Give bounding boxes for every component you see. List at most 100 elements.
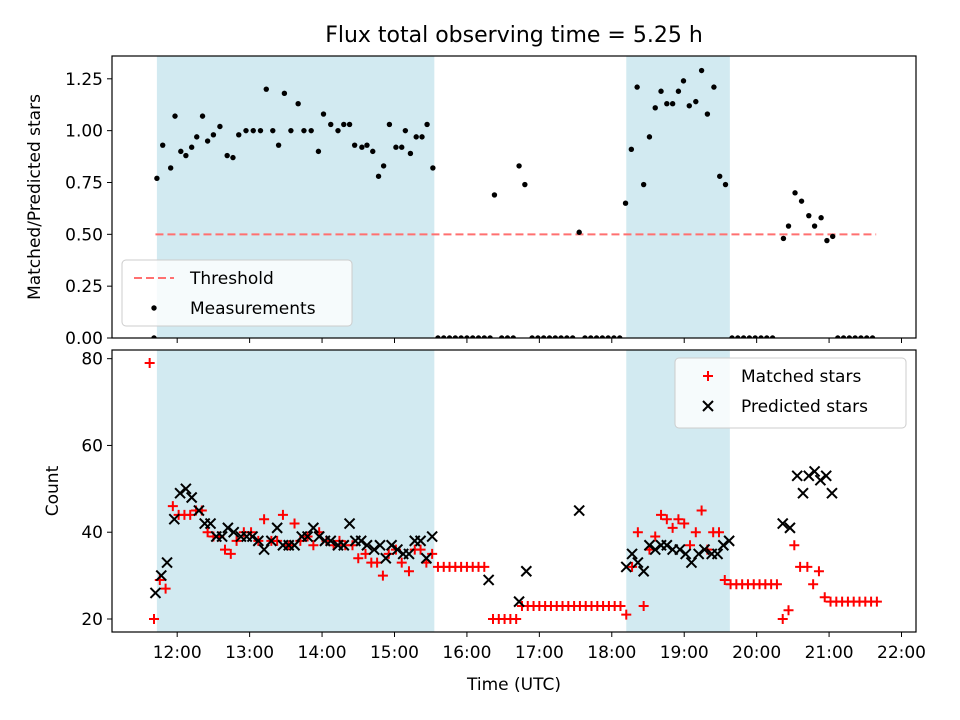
measurement-point: [301, 127, 307, 134]
measurement-point: [183, 152, 189, 159]
matched-star-point: [427, 548, 438, 559]
predicted-star-point: [307, 522, 320, 534]
matched-star-point: [259, 514, 270, 525]
matched-star-point: [638, 600, 649, 611]
matched-star-point: [479, 561, 490, 572]
measurement-point: [199, 113, 206, 119]
measurement-point: [359, 144, 365, 150]
matched-star-point: [377, 570, 388, 581]
predicted-star-point: [301, 530, 314, 543]
predicted-star-point: [361, 539, 373, 551]
measurement-point: [413, 134, 419, 140]
measurement-point: [569, 335, 576, 338]
matched-star-point: [627, 561, 638, 572]
predicted-star-point: [325, 535, 337, 547]
observing-window-2: [626, 56, 730, 338]
predicted-star-point: [808, 465, 821, 478]
x-tick-label: 17:00: [515, 643, 564, 663]
measurement-point: [458, 335, 464, 338]
predicted-star-point: [637, 565, 650, 577]
measurement-point: [217, 123, 223, 130]
predicted-star-point: [161, 556, 173, 569]
predicted-star-point: [174, 487, 186, 499]
matched-star-point: [149, 613, 160, 624]
matched-star-point: [719, 574, 730, 585]
measurement-point: [535, 335, 541, 338]
measurement-point: [328, 121, 334, 128]
measurement-point: [393, 144, 399, 150]
matched-star-point: [511, 613, 522, 624]
predicted-star-point: [685, 556, 698, 569]
predicted-star-point: [168, 513, 180, 525]
predicted-star-point: [791, 470, 803, 482]
measurement-point: [224, 152, 230, 159]
measurement-point: [295, 100, 301, 107]
measurement-point: [424, 121, 430, 128]
matched-star-point: [802, 561, 813, 572]
predicted-star-point: [520, 565, 533, 577]
predicted-star-point: [222, 522, 234, 534]
matched-star-point: [771, 579, 782, 590]
measurement-point: [270, 127, 276, 134]
predicted-star-point: [374, 539, 386, 551]
measurement-point: [475, 335, 482, 338]
predicted-star-point: [626, 548, 638, 560]
legend-label: Threshold: [189, 269, 274, 289]
measurement-point: [780, 235, 787, 242]
measurement-point: [178, 148, 184, 155]
measurement-point: [194, 134, 200, 140]
measurement-point: [824, 237, 830, 244]
y-tick-label: 0.50: [65, 225, 103, 245]
observing-window-1: [156, 350, 435, 632]
measurement-point: [640, 181, 647, 188]
legend: Threshold Measurements: [121, 259, 353, 327]
measurement-point: [622, 200, 629, 206]
predicted-star-point: [698, 543, 711, 556]
measurement-point: [230, 154, 236, 161]
measurement-point: [564, 335, 570, 338]
predicted-star-point: [674, 543, 686, 556]
plot-area: [144, 358, 882, 624]
plot-area: [151, 67, 877, 338]
measurement-point: [188, 144, 195, 150]
measurement-point: [288, 127, 294, 134]
measurement-point: [160, 142, 166, 148]
measurement-point: [236, 132, 242, 138]
measurement-point: [386, 121, 393, 128]
matched-star-point: [777, 613, 788, 624]
predicted-star-point: [338, 539, 350, 551]
measurement-point: [380, 163, 387, 169]
measurement-point: [510, 335, 516, 338]
predicted-star-point: [797, 487, 809, 499]
legend-measurement-swatch: [151, 305, 157, 311]
measurement-point: [346, 121, 353, 128]
predicted-star-point: [149, 587, 162, 599]
predicted-star-point: [692, 548, 705, 560]
predicted-star-point: [216, 530, 228, 543]
legend-predicted-swatch: [702, 400, 714, 412]
x-axis-label: Time (UTC): [466, 675, 561, 695]
matched-star-point: [403, 566, 414, 577]
predicted-star-point: [385, 539, 398, 551]
predicted-star-point: [803, 470, 815, 482]
axes-frame: [111, 349, 917, 633]
predicted-star-point: [391, 543, 404, 556]
predicted-star-point: [258, 543, 270, 556]
predicted-star-point: [155, 569, 167, 582]
x-tick-label: 13:00: [225, 643, 274, 663]
measurement-point: [830, 233, 836, 240]
y-tick-label: 1.00: [65, 122, 103, 142]
measurement-point: [611, 335, 617, 338]
measurement-point: [172, 113, 178, 119]
matched-star-point: [656, 509, 667, 520]
matched-star-point: [690, 527, 701, 538]
predicted-star-point: [185, 491, 198, 504]
measurement-point: [402, 127, 409, 134]
y-axis-label: Count: [43, 465, 63, 516]
matched-star-point: [667, 522, 678, 533]
predicted-star-point: [573, 504, 585, 517]
y-tick-label: 0.75: [65, 173, 103, 193]
measurement-point: [370, 148, 376, 155]
measurement-point: [529, 335, 535, 338]
